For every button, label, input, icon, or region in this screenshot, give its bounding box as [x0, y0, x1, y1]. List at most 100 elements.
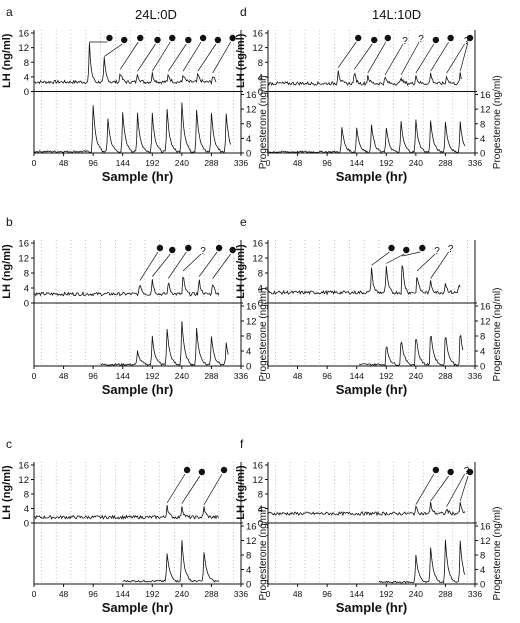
x-tick-label: 144 [350, 158, 364, 168]
ovulation-marker [121, 36, 128, 44]
progesterone-series-line [33, 102, 232, 154]
marker-arrow [137, 43, 156, 72]
lh-axis-label: LH (ng/ml) [235, 465, 247, 520]
ovulation-marker [106, 34, 113, 42]
marker-arrow [430, 41, 449, 72]
lh-tick-label: 4 [24, 504, 29, 515]
marker-arrow [353, 43, 373, 70]
marker-arrow [400, 41, 420, 76]
ovulation-marker [198, 468, 206, 476]
prog-tick-label: 8 [480, 119, 485, 130]
prog-tick-label: 8 [480, 551, 485, 562]
x-tick-label: 0 [266, 371, 271, 381]
prog-tick-label: 4 [246, 565, 251, 576]
lh-tick-label: 16 [18, 29, 29, 40]
lh-tick-label: 12 [252, 475, 263, 486]
ovulation-marker [466, 34, 474, 42]
x-tick-label: 288 [438, 371, 452, 381]
prog-tick-label: 0 [246, 149, 251, 160]
lh-tick-label: 12 [252, 43, 263, 54]
marker-arrow [212, 41, 231, 74]
x-tick-label: 288 [204, 589, 218, 599]
x-tick-label: 240 [409, 158, 423, 168]
prog-tick-label: 8 [246, 119, 251, 130]
marker-arrow [168, 43, 187, 72]
ovulation-marker [229, 246, 236, 254]
x-tick-label: 96 [88, 371, 98, 381]
lh-tick-label: 0 [258, 87, 263, 98]
ovulation-marker [214, 36, 222, 44]
marker-arrow [168, 251, 187, 279]
progesterone-axis-label: Progesterone (ng/ml) [258, 75, 269, 169]
marker-arrow [459, 475, 469, 502]
prog-tick-label: 16 [246, 90, 257, 101]
prog-tick-label: 12 [246, 317, 257, 328]
progesterone-axis-label: Progesterone (ng/ml) [258, 507, 269, 601]
lh-axis-label: LH (ng/ml) [235, 33, 247, 88]
x-tick-label: 48 [293, 589, 303, 599]
lh-axis-label: LH (ng/ml) [235, 244, 247, 299]
marker-arrow [203, 473, 223, 505]
prog-tick-label: 4 [480, 347, 485, 358]
lh-tick-label: 4 [24, 72, 29, 83]
lh-axis-label: LH (ng/ml) [1, 33, 13, 88]
marker-arrow [104, 43, 123, 57]
x-tick-label: 240 [409, 589, 423, 599]
progesterone-series-line [122, 540, 220, 583]
x-axis-label: Sample (hr) [336, 600, 408, 615]
lh-tick-label: 0 [258, 519, 263, 530]
marker-arrow [371, 251, 390, 266]
x-axis-label: Sample (hr) [102, 382, 174, 397]
x-tick-label: 144 [116, 158, 130, 168]
ovulation-marker [156, 244, 164, 252]
prog-tick-label: 4 [480, 565, 485, 576]
ovulation-marker [183, 466, 191, 474]
panel-letter: e [240, 215, 247, 229]
x-tick-label: 336 [234, 158, 248, 168]
uncertain-marker: ? [200, 246, 206, 257]
ovulation-marker [447, 34, 454, 42]
marker-arrow [386, 253, 405, 264]
x-tick-label: 192 [379, 371, 393, 381]
x-tick-label: 192 [145, 589, 159, 599]
x-tick-label: 0 [266, 158, 271, 168]
lh-axis-label: LH (ng/ml) [1, 244, 13, 299]
x-tick-label: 288 [204, 158, 218, 168]
lh-tick-label: 16 [252, 29, 263, 40]
prog-tick-label: 12 [246, 105, 257, 116]
prog-tick-label: 16 [480, 522, 491, 533]
x-tick-label: 48 [293, 371, 303, 381]
lh-tick-label: 8 [258, 58, 263, 69]
marker-arrow [459, 41, 469, 72]
ovulation-marker [185, 36, 192, 44]
x-tick-label: 144 [350, 589, 364, 599]
ovulation-marker [355, 34, 362, 42]
marker-arrow [182, 253, 202, 272]
prog-tick-label: 0 [480, 580, 485, 591]
prog-tick-label: 0 [480, 362, 485, 373]
prog-tick-label: 0 [246, 362, 251, 373]
progesterone-series-line [267, 119, 466, 154]
ovulation-marker [137, 34, 144, 42]
progesterone-series-line [100, 321, 229, 367]
uncertain-marker: ? [434, 246, 440, 257]
x-tick-label: 240 [175, 371, 189, 381]
x-tick-label: 336 [234, 589, 248, 599]
lh-series-line [33, 505, 220, 520]
x-tick-label: 48 [59, 158, 69, 168]
prog-tick-label: 0 [480, 149, 485, 160]
lh-tick-label: 0 [258, 299, 263, 310]
lh-tick-label: 0 [24, 519, 29, 530]
panel-letter: a [6, 5, 13, 19]
x-tick-label: 288 [204, 371, 218, 381]
prog-tick-label: 8 [480, 332, 485, 343]
ovulation-marker [419, 244, 426, 252]
ovulation-marker [403, 246, 410, 254]
ovulation-marker [384, 34, 392, 42]
ovulation-marker [220, 466, 228, 474]
lh-tick-label: 12 [18, 475, 29, 486]
